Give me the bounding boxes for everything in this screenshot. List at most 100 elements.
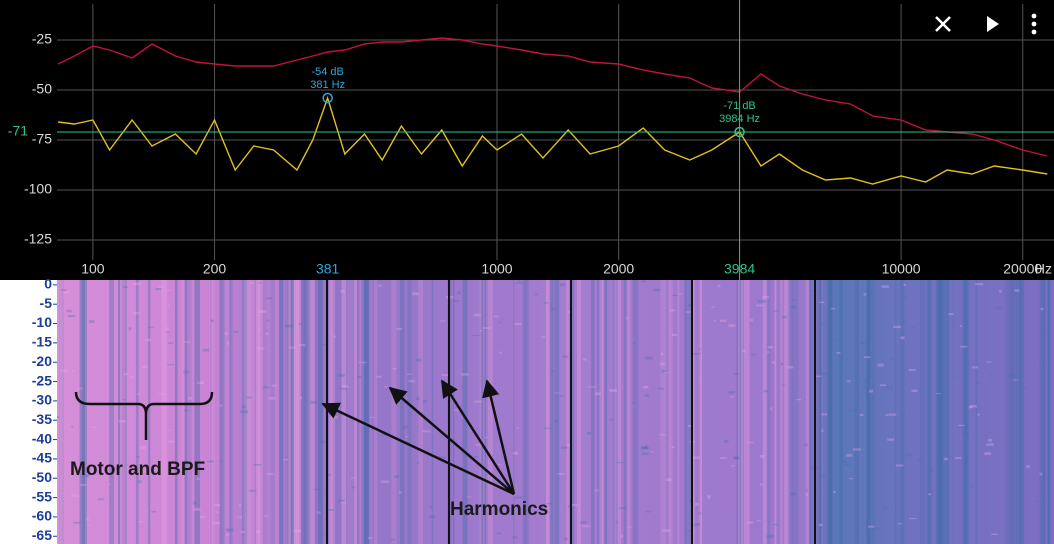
texture-speck <box>258 310 267 313</box>
texture-stripe <box>553 280 555 544</box>
texture-speck <box>561 355 568 358</box>
texture-speck <box>723 440 729 443</box>
y-tick-label: -125 <box>24 231 52 247</box>
texture-stripe <box>58 280 64 544</box>
texture-stripe <box>544 280 550 544</box>
texture-stripe <box>241 280 248 544</box>
x-tick-label: 2000 <box>603 261 634 277</box>
texture-speck <box>328 509 335 512</box>
texture-speck <box>969 405 977 408</box>
texture-stripe <box>687 280 693 544</box>
texture-speck <box>1019 377 1023 380</box>
brace <box>74 391 214 440</box>
texture-speck <box>1014 289 1020 292</box>
texture-speck <box>60 289 67 291</box>
texture-stripe <box>939 280 946 544</box>
close-button[interactable] <box>935 16 951 32</box>
texture-stripe <box>900 280 905 544</box>
texture-speck <box>868 389 874 393</box>
texture-speck <box>804 443 808 447</box>
texture-speck <box>972 366 978 369</box>
texture-stripe <box>479 280 483 544</box>
annotation: Motor and BPF <box>70 459 205 480</box>
texture-speck <box>416 461 420 464</box>
texture-speck <box>1043 332 1046 335</box>
play-button[interactable] <box>987 16 999 32</box>
texture-stripe <box>684 280 688 544</box>
texture-speck <box>781 315 787 319</box>
texture-speck <box>240 410 248 414</box>
texture-speck <box>381 480 389 484</box>
texture-speck <box>63 290 70 294</box>
texture-speck <box>663 370 670 373</box>
texture-stripe <box>677 280 680 544</box>
cursor-y-label: -71 <box>8 123 28 139</box>
texture-speck <box>457 291 461 294</box>
texture-speck <box>582 358 587 361</box>
texture-speck <box>661 369 665 373</box>
texture-speck <box>885 386 894 389</box>
texture-speck <box>757 520 761 522</box>
texture-speck <box>496 532 502 535</box>
texture-speck <box>246 396 252 399</box>
texture-stripe <box>935 280 942 544</box>
texture-speck <box>693 523 700 526</box>
texture-speck <box>450 388 457 392</box>
texture-speck <box>188 397 193 400</box>
texture-speck <box>810 290 815 292</box>
texture-speck <box>713 319 717 322</box>
texture-speck <box>746 441 754 444</box>
texture-speck <box>298 323 303 325</box>
texture-speck <box>498 351 502 354</box>
texture-speck <box>118 420 127 423</box>
texture-stripe <box>353 280 357 544</box>
texture-speck <box>991 533 999 536</box>
texture-speck <box>854 533 860 536</box>
texture-speck <box>772 361 776 364</box>
menu-button[interactable] <box>1031 13 1037 35</box>
texture-speck <box>390 538 396 541</box>
texture-speck <box>541 336 546 338</box>
texture-speck <box>241 405 246 408</box>
texture-speck <box>402 425 408 429</box>
time-tick-label: -10 <box>32 314 52 330</box>
texture-speck <box>687 424 694 427</box>
texture-speck <box>268 397 276 400</box>
texture-speck <box>214 503 221 507</box>
texture-speck <box>787 365 794 369</box>
texture-speck <box>240 531 246 533</box>
texture-speck <box>755 304 763 307</box>
x-tick-label: 20000 <box>1003 261 1042 277</box>
texture-speck <box>86 517 89 521</box>
texture-speck <box>551 370 556 372</box>
texture-speck <box>719 457 727 459</box>
texture-speck <box>480 330 483 332</box>
texture-speck <box>958 424 966 426</box>
texture-speck <box>384 386 388 388</box>
texture-speck <box>142 365 148 368</box>
texture-stripe <box>148 280 151 544</box>
texture-speck <box>472 334 481 337</box>
texture-speck <box>742 349 746 353</box>
texture-stripe <box>291 280 295 544</box>
texture-speck <box>151 510 156 513</box>
texture-stripe <box>363 280 370 544</box>
texture-speck <box>984 442 991 445</box>
texture-speck <box>136 393 141 396</box>
texture-speck <box>61 493 66 495</box>
texture-speck <box>685 311 693 313</box>
peak-marker <box>322 92 333 104</box>
texture-speck <box>319 440 325 443</box>
texture-stripe <box>866 280 871 544</box>
texture-speck <box>815 375 822 378</box>
spectrogram <box>57 280 1054 544</box>
texture-speck <box>836 351 841 354</box>
texture-speck <box>986 361 992 363</box>
texture-speck <box>238 503 242 507</box>
texture-speck <box>148 326 154 328</box>
texture-speck <box>249 489 257 492</box>
texture-speck <box>900 336 905 340</box>
spectrum-line <box>58 95 1048 185</box>
texture-speck <box>183 409 191 411</box>
texture-stripe <box>743 280 750 544</box>
